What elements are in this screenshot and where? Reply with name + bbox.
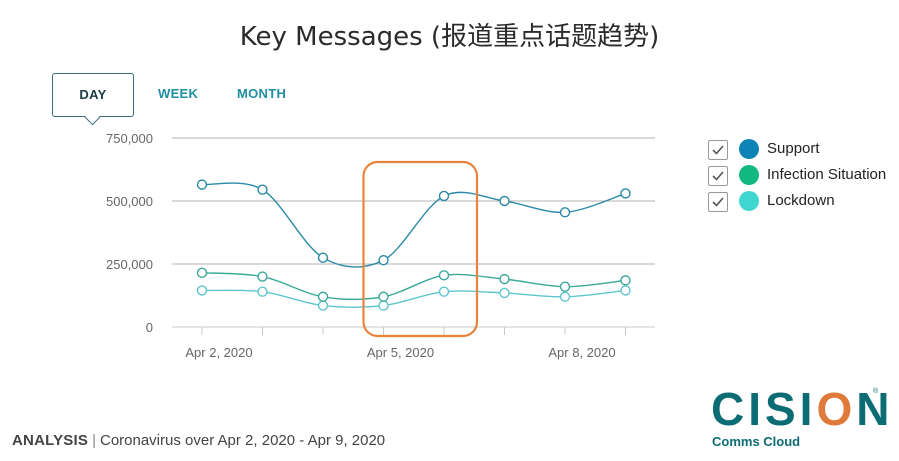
x-tick-label: Apr 8, 2020 — [548, 345, 615, 360]
data-point-lockdown — [196, 285, 208, 296]
data-point-lockdown — [559, 291, 571, 302]
footer-analysis-label: ANALYSIS — [12, 432, 89, 449]
highlight-box — [362, 160, 479, 338]
data-point-lockdown — [499, 287, 510, 299]
legend-label-support: Support — [767, 140, 820, 157]
tab-month[interactable]: MONTH — [237, 86, 287, 101]
series-line-support — [201, 182, 626, 268]
legend-swatch-support — [739, 139, 759, 159]
data-point-support — [620, 188, 631, 199]
footer-caption: ANALYSIS | Coronavirus over Apr 2, 2020 - … — [12, 432, 385, 449]
data-point-infection-situation — [499, 273, 510, 285]
data-point-support — [499, 195, 510, 207]
data-point-support — [317, 252, 329, 263]
checkbox-checked-icon[interactable] — [708, 192, 728, 212]
data-point-lockdown — [257, 286, 268, 297]
x-tick-label: Apr 5, 2020 — [367, 345, 434, 360]
x-tick-label: Apr 2, 2020 — [185, 345, 252, 360]
footer-text: Coronavirus over Apr 2, 2020 - Apr 9, 20… — [99, 432, 386, 449]
legend-label-lockdown: Lockdown — [767, 192, 835, 209]
checkbox-checked-icon[interactable] — [708, 166, 728, 186]
data-point-support — [438, 190, 450, 202]
data-point-infection-situation — [620, 275, 631, 286]
legend-swatch-infection-situation — [739, 165, 759, 185]
y-tick-label: 0 — [146, 320, 153, 335]
data-point-lockdown — [620, 285, 631, 296]
legend-label-infection-situation: Infection Situation — [767, 166, 887, 183]
logo-registered-mark: ® — [873, 388, 879, 395]
y-tick-label: 500,000 — [106, 194, 153, 209]
data-point-support — [559, 207, 571, 218]
data-point-support — [196, 179, 208, 190]
checkbox-checked-icon[interactable] — [708, 140, 728, 160]
data-point-support — [257, 184, 268, 195]
logo-wordmark: CISION — [711, 383, 894, 435]
footer-separator: | — [92, 432, 96, 449]
data-point-support — [378, 255, 389, 266]
legend-swatch-lockdown — [739, 191, 759, 211]
data-point-infection-situation — [438, 270, 450, 281]
y-tick-label: 750,000 — [106, 131, 153, 146]
data-point-infection-situation — [378, 291, 389, 302]
tab-day[interactable]: DAY — [52, 73, 134, 117]
data-point-lockdown — [438, 286, 450, 297]
tab-week[interactable]: WEEK — [158, 86, 199, 101]
cision-logo: CISION ® Comms Cloud — [711, 384, 889, 454]
logo-subtitle: Comms Cloud — [712, 434, 801, 449]
data-point-infection-situation — [317, 291, 329, 302]
y-tick-label: 250,000 — [106, 257, 153, 272]
data-point-infection-situation — [196, 267, 208, 279]
chart-title: Key Messages (报道重点话题趋势) — [239, 22, 660, 52]
data-point-infection-situation — [257, 271, 268, 282]
data-point-infection-situation — [559, 281, 571, 292]
data-point-lockdown — [317, 300, 329, 311]
data-point-lockdown — [378, 300, 389, 311]
series-line-infection-situation — [201, 272, 626, 300]
